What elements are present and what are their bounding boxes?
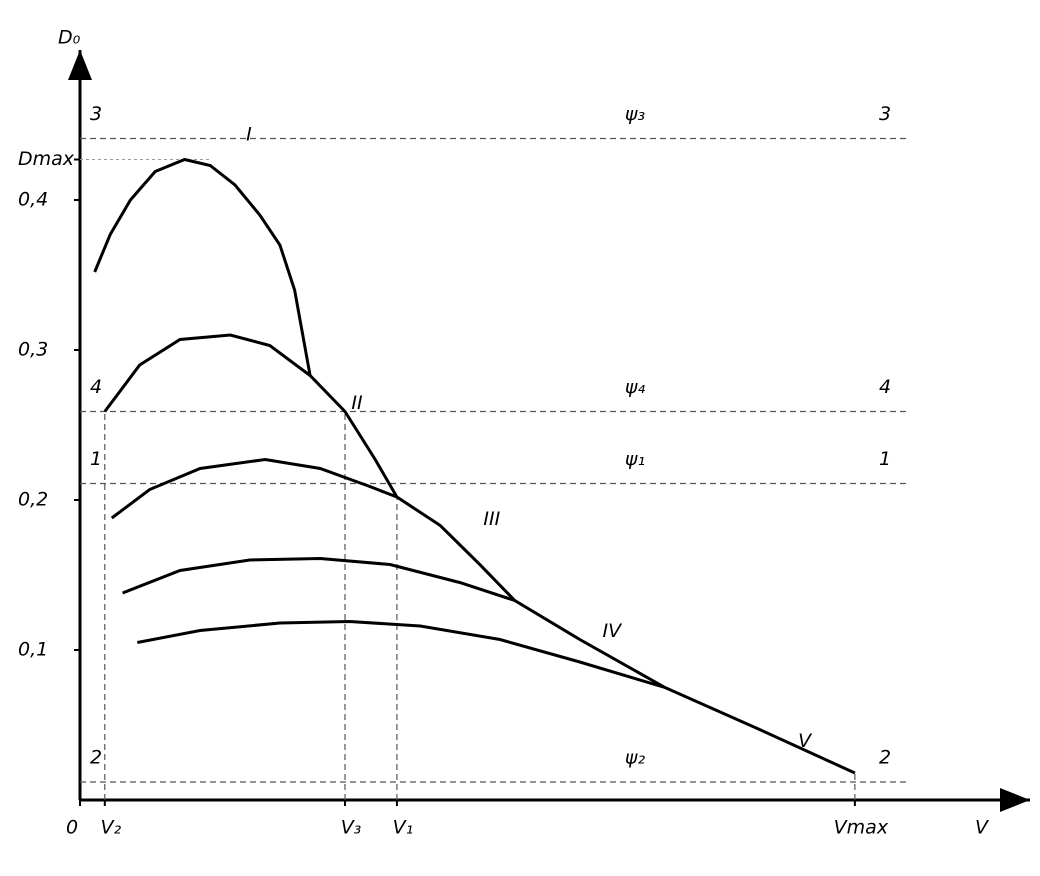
y-tick-label: 0,4	[18, 189, 48, 211]
x-tick-label: Vmax	[834, 817, 889, 839]
curve-label: III	[483, 508, 500, 530]
curve-label: II	[351, 392, 363, 414]
curve-label: I	[246, 124, 252, 146]
x-tick-label: V₂	[100, 817, 121, 839]
reference-number: 2	[879, 747, 891, 769]
reference-label: ψ₄	[625, 376, 646, 398]
curve	[103, 333, 399, 498]
reference-number: 4	[90, 376, 102, 398]
curve-label: IV	[602, 620, 623, 642]
y-tick-label: 0,2	[18, 489, 48, 511]
curve	[122, 556, 666, 689]
curve-label: V	[798, 730, 813, 752]
reference-number: 4	[879, 376, 891, 398]
x-axis-label: V	[975, 817, 990, 839]
curve	[93, 157, 312, 376]
curve	[110, 457, 516, 602]
y-tick-label: Dmax	[18, 148, 75, 170]
reference-label: ψ₂	[625, 747, 646, 769]
y-tick-label: 0,3	[18, 339, 48, 361]
curve	[137, 619, 856, 775]
reference-label: ψ₃	[625, 103, 645, 125]
reference-label: ψ₁	[625, 448, 645, 470]
reference-number: 1	[879, 448, 891, 470]
x-tick-label: 0	[66, 817, 78, 839]
y-tick-label: 0,1	[18, 639, 48, 661]
x-tick-label: V₃	[341, 817, 362, 839]
reference-number: 3	[90, 103, 102, 125]
reference-number: 1	[90, 448, 102, 470]
x-tick-label: V₁	[393, 817, 414, 839]
reference-number: 2	[90, 747, 102, 769]
y-axis-label: D₀	[58, 27, 81, 49]
reference-number: 3	[879, 103, 891, 125]
